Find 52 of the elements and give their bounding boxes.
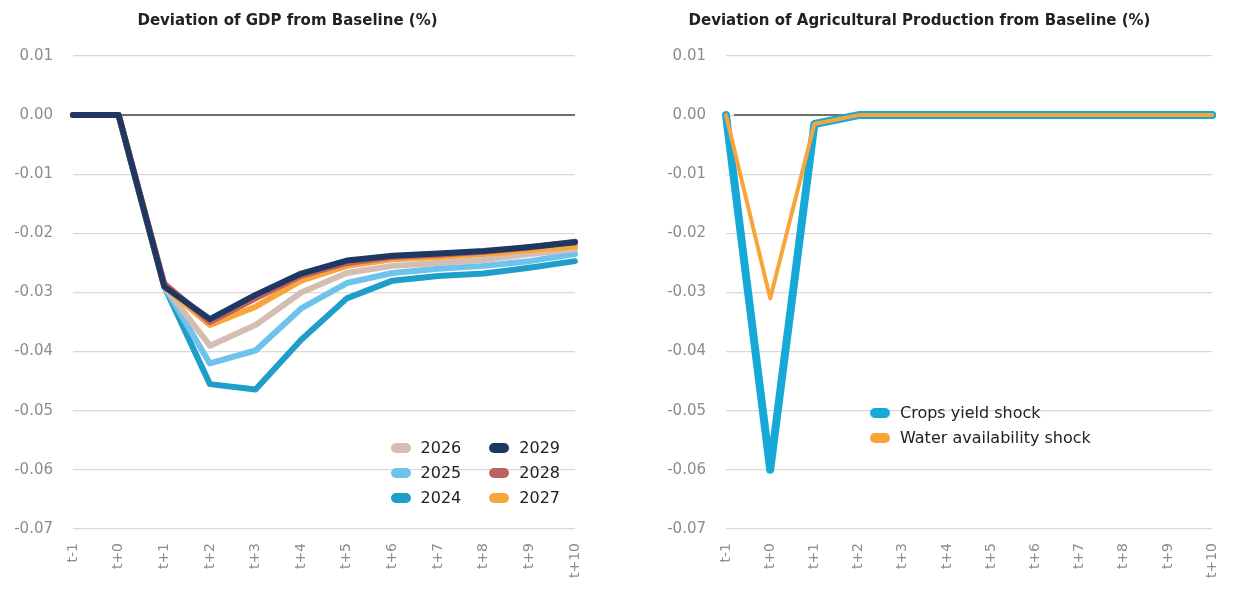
legend-label: 2024: [420, 488, 462, 507]
y-tick-label: -0.02: [667, 223, 706, 242]
x-tick-label: t+10: [1202, 542, 1219, 579]
x-tick-label: t+7: [1070, 542, 1087, 570]
legend-label: 2028: [519, 463, 560, 482]
x-tick-label: t+5: [337, 542, 354, 570]
chart-title: Deviation of Agricultural Production from Baseline (%): [688, 10, 1151, 29]
y-tick-label: -0.07: [667, 518, 706, 537]
x-tick-label: t+1: [154, 542, 171, 570]
legend-label: 2025: [420, 463, 462, 482]
x-tick-label: t-1: [63, 542, 80, 563]
x-tick-label: t+2: [200, 542, 217, 570]
x-tick-label: t+3: [246, 542, 263, 570]
x-tick-label: t+10: [565, 542, 582, 579]
y-tick-label: -0.05: [14, 400, 53, 419]
chart-title: Deviation of GDP from Baseline (%): [137, 10, 438, 29]
x-tick-label: t+8: [1114, 542, 1131, 570]
legend-label: 2029: [519, 438, 560, 457]
x-tick-label: t+3: [893, 542, 910, 570]
x-tick-label: t+8: [474, 542, 491, 570]
y-tick-label: -0.03: [667, 282, 706, 301]
x-tick-label: t+1: [805, 542, 822, 570]
y-tick-label: 0.01: [19, 45, 53, 64]
y-tick-label: 0.01: [672, 45, 706, 64]
x-tick-label: t+6: [383, 542, 400, 570]
x-tick-label: t-1: [716, 542, 733, 563]
y-tick-label: -0.03: [14, 282, 53, 301]
x-tick-label: t+6: [1026, 542, 1043, 570]
y-tick-label: -0.02: [14, 223, 53, 242]
x-tick-label: t+0: [109, 542, 126, 570]
y-tick-label: -0.04: [667, 341, 706, 360]
x-tick-label: t+4: [937, 542, 954, 570]
y-tick-label: -0.06: [14, 459, 53, 478]
y-tick-label: 0.00: [672, 105, 706, 124]
legend-label: 2027: [519, 488, 560, 507]
x-tick-label: t+9: [1158, 542, 1175, 570]
x-tick-label: t+7: [428, 542, 445, 570]
legend-label: Water availability shock: [900, 428, 1091, 447]
legend-label: 2026: [420, 438, 462, 457]
x-tick-label: t+5: [981, 542, 998, 570]
y-tick-label: -0.05: [667, 400, 706, 419]
y-tick-label: -0.01: [14, 164, 53, 183]
y-tick-label: -0.04: [14, 341, 53, 360]
y-tick-label: -0.07: [14, 518, 53, 537]
x-tick-label: t+4: [291, 542, 308, 570]
legend-label: Crops yield shock: [900, 403, 1041, 422]
y-tick-label: 0.00: [19, 105, 53, 124]
x-tick-label: t+0: [760, 542, 777, 570]
y-tick-label: -0.01: [667, 164, 706, 183]
x-tick-label: t+2: [849, 542, 866, 570]
x-tick-label: t+9: [520, 542, 536, 570]
y-tick-label: -0.06: [667, 459, 706, 478]
